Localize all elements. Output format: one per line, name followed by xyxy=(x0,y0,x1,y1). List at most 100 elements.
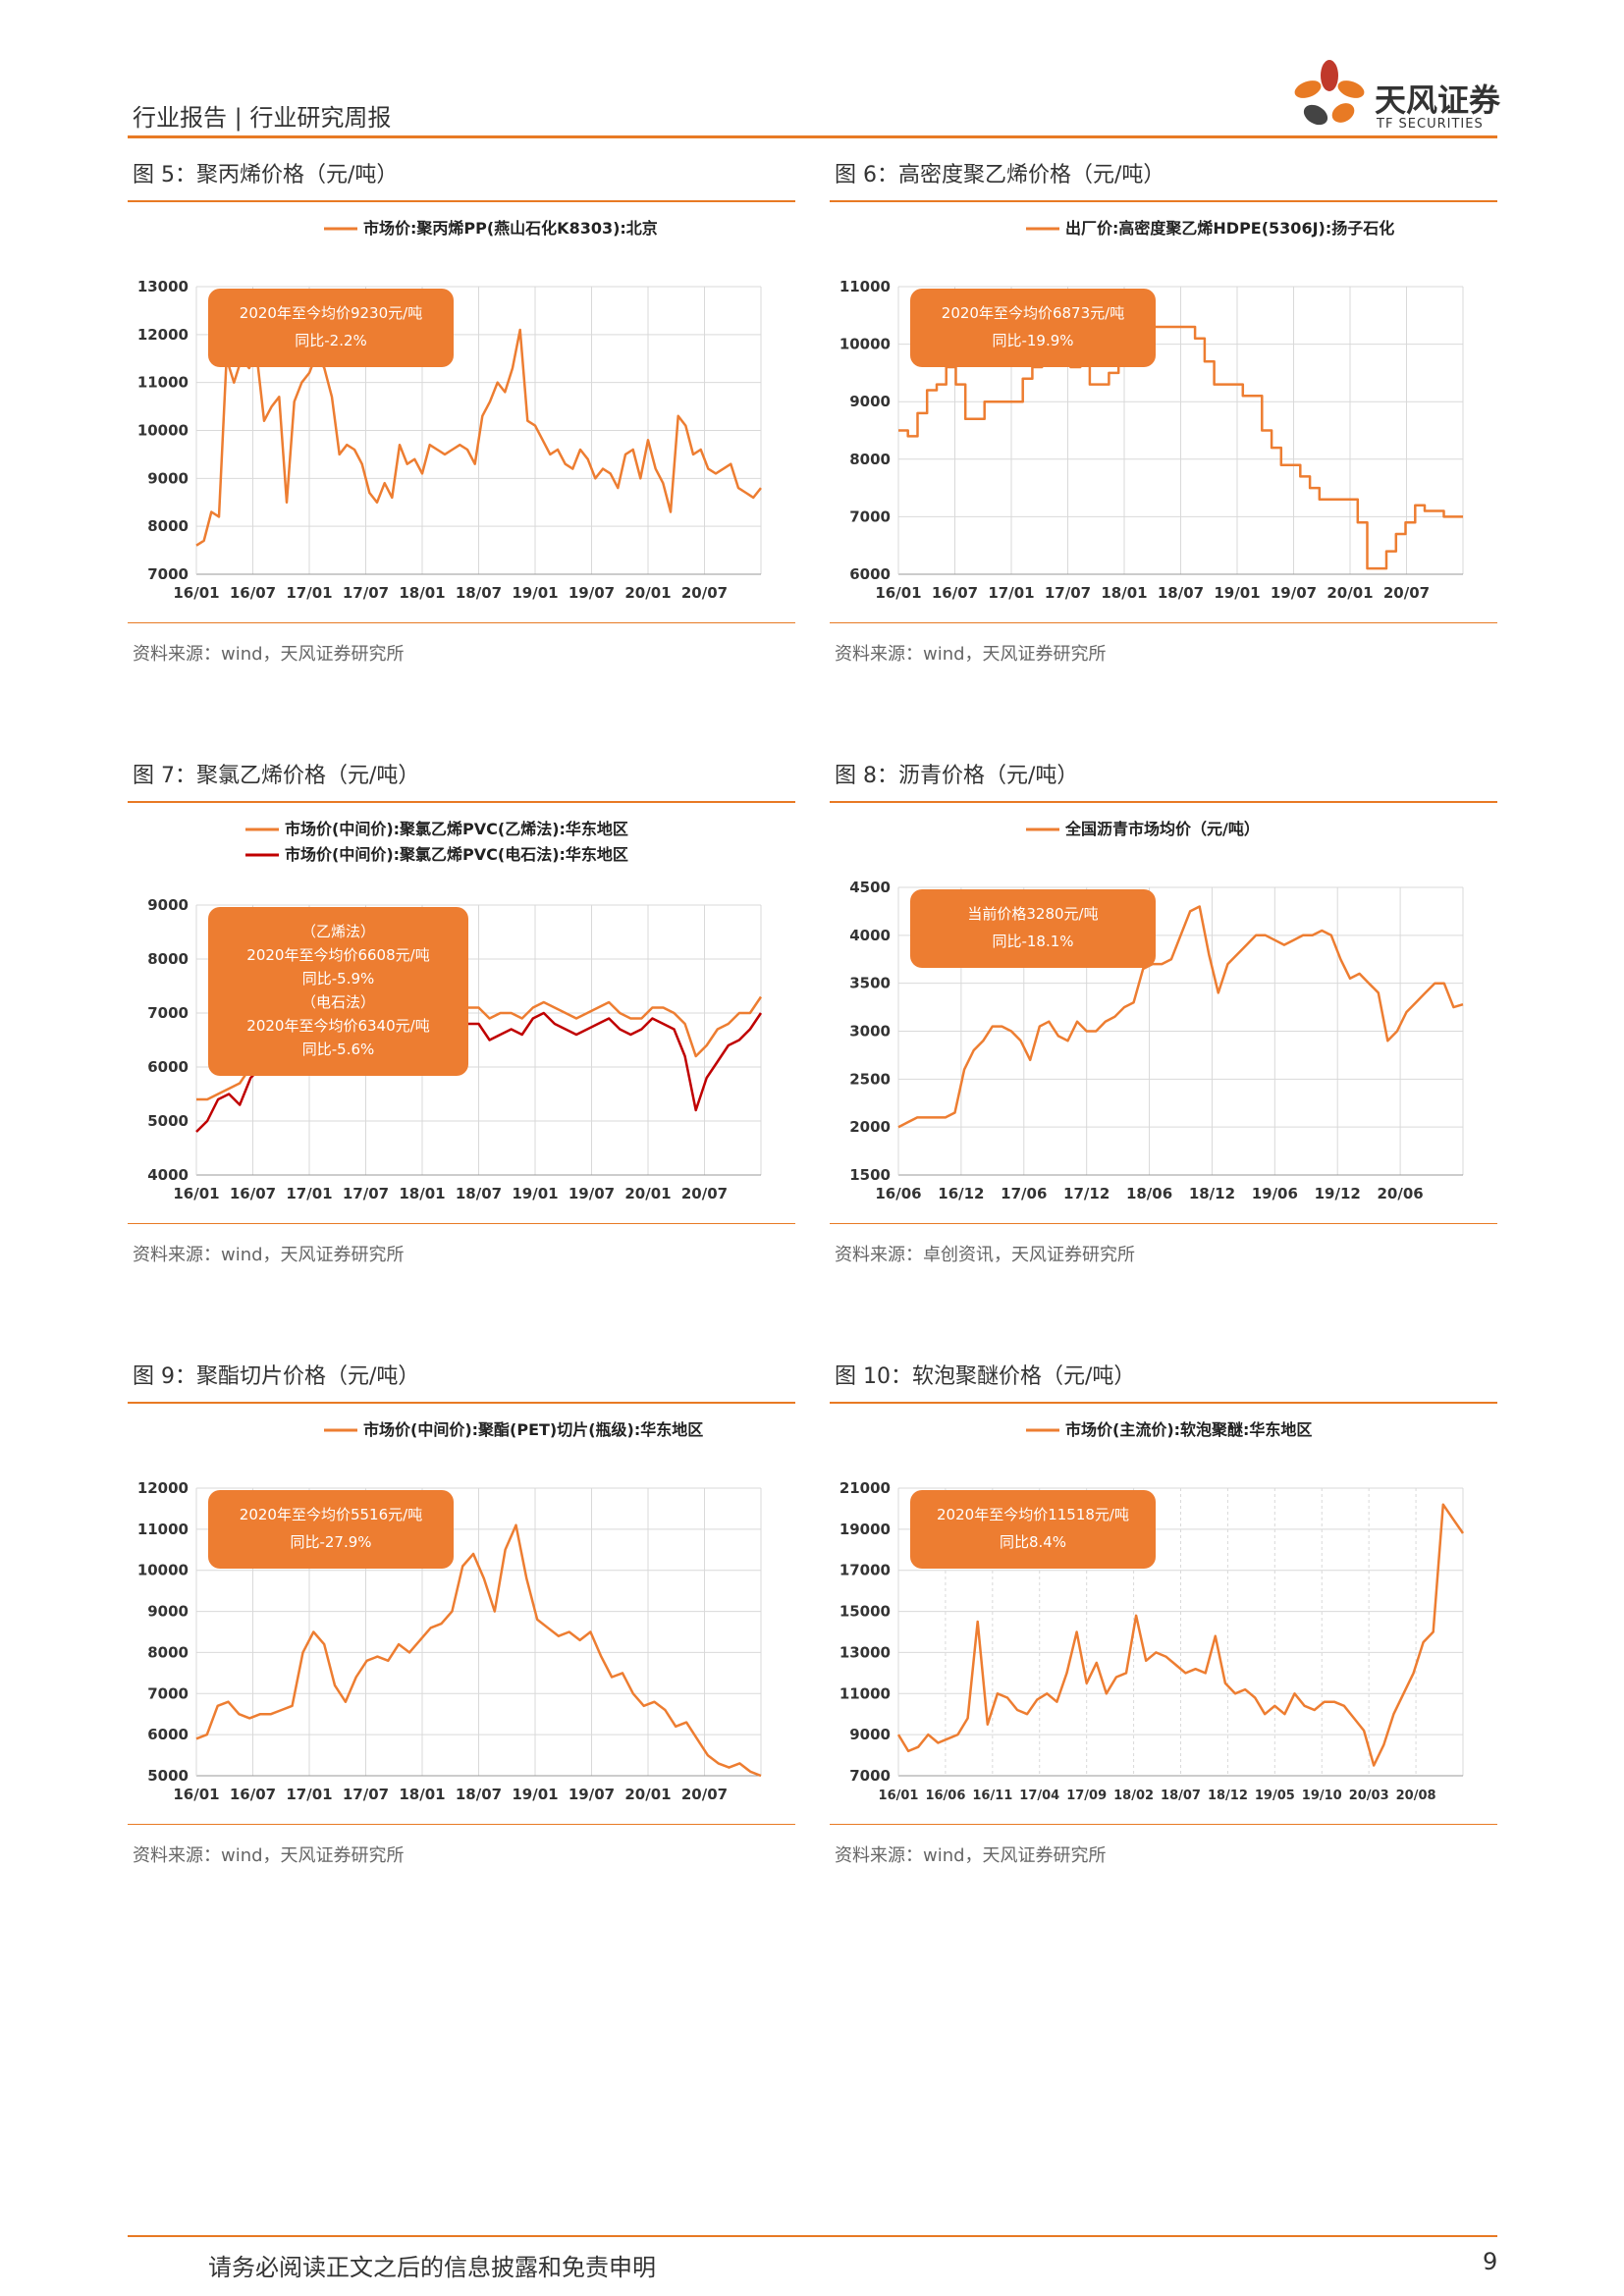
x-tick-label: 19/06 xyxy=(1252,1185,1298,1202)
figure-rule xyxy=(830,622,1497,623)
x-tick-label: 20/03 xyxy=(1349,1789,1389,1803)
x-tick-label: 20/07 xyxy=(681,584,728,602)
annotation-text: 同比-2.2% xyxy=(295,332,367,349)
figure-5-panel: 图 5：聚丙烯价格（元/吨） 7000 8000 9000 10000 11000 120… xyxy=(128,157,795,667)
y-tick-label: 9000 xyxy=(147,1603,189,1621)
y-tick-label: 11000 xyxy=(839,278,891,295)
annotation-text: 同比-5.6% xyxy=(302,1041,375,1058)
x-tick-label: 19/01 xyxy=(512,1185,558,1202)
y-tick-label: 3500 xyxy=(849,975,891,992)
x-tick-label: 18/01 xyxy=(399,584,445,602)
chart-figure-10: 7000 9000 11000 13000 15000 17000 19000 21000 16… xyxy=(839,1420,1465,1803)
annotation-text: 2020年至今均价5516元/吨 xyxy=(240,1506,422,1523)
x-tick-label: 16/07 xyxy=(230,1185,276,1202)
x-tick-label: 17/07 xyxy=(343,1786,389,1803)
x-tick-label: 20/01 xyxy=(624,1185,671,1202)
figure-6-panel: 图 6：高密度聚乙烯价格（元/吨） 6000 7000 8000 9000 10000 1… xyxy=(830,157,1497,667)
y-tick-label: 19000 xyxy=(839,1521,891,1538)
x-tick-label: 20/01 xyxy=(624,584,671,602)
x-tick-label: 16/01 xyxy=(879,1789,919,1803)
legend-label: 市场价:聚丙烯PP(燕山石化K8303):北京 xyxy=(363,219,658,238)
series-line xyxy=(195,328,762,547)
x-tick-label: 18/02 xyxy=(1113,1789,1154,1803)
annotation-text: 2020年至今均价11518元/吨 xyxy=(937,1506,1129,1523)
logo-mark-icon xyxy=(1294,60,1365,126)
page-number: 9 xyxy=(1483,2248,1498,2275)
report-header: 行业报告 | 行业研究周报 xyxy=(133,104,392,132)
y-tick-label: 1500 xyxy=(849,1166,891,1184)
x-tick-label: 17/01 xyxy=(286,1185,332,1202)
x-tick-label: 17/09 xyxy=(1066,1789,1107,1803)
y-tick-label: 7000 xyxy=(147,565,189,583)
annotation-box xyxy=(208,289,454,367)
x-tick-label: 18/06 xyxy=(1126,1185,1172,1202)
chart-figure-7: 4000 5000 6000 7000 8000 9000 16/01 16/07 17/01 1… xyxy=(147,820,763,1202)
annotation-text: 同比-18.1% xyxy=(992,933,1073,950)
annotation-box xyxy=(208,907,468,1076)
y-tick-label: 11000 xyxy=(839,1684,891,1702)
x-tick-label: 20/07 xyxy=(681,1786,728,1803)
x-tick-label: 16/12 xyxy=(938,1185,984,1202)
header-divider xyxy=(128,135,1497,138)
figure-title: 图 10：软泡聚醚价格（元/吨） xyxy=(835,1364,1136,1389)
x-tick-label: 17/07 xyxy=(1045,584,1091,602)
y-tick-label: 5000 xyxy=(147,1112,189,1130)
y-tick-label: 4000 xyxy=(849,927,891,944)
x-tick-label: 17/01 xyxy=(286,584,332,602)
figure-source: 资料来源：卓创资讯，天风证券研究所 xyxy=(835,1245,1135,1265)
y-tick-label: 7000 xyxy=(849,507,891,525)
annotation-text: 同比8.4% xyxy=(1000,1533,1066,1551)
figure-rule xyxy=(830,1223,1497,1224)
y-tick-label: 8000 xyxy=(849,451,891,468)
y-tick-label: 15000 xyxy=(839,1603,891,1621)
annotation-text: 2020年至今均价6340元/吨 xyxy=(246,1017,429,1035)
chart-figure-8: 1500 2000 2500 3000 3500 4000 4500 16/06 16/12 17… xyxy=(849,820,1464,1202)
figure-rule xyxy=(830,1402,1497,1404)
y-tick-label: 13000 xyxy=(137,278,189,295)
x-tick-label: 17/01 xyxy=(988,584,1034,602)
y-tick-label: 10000 xyxy=(839,336,891,353)
y-tick-label: 7000 xyxy=(147,1004,189,1022)
y-tick-label: 13000 xyxy=(839,1643,891,1661)
figure-rule xyxy=(128,1402,795,1404)
legend-label: 出厂价:高密度聚乙烯HDPE(5306J):扬子石化 xyxy=(1065,219,1394,238)
y-tick-label: 8000 xyxy=(147,1643,189,1661)
logo-subtitle: TF SECURITIES xyxy=(1377,117,1484,132)
figure-7-panel: 图 7：聚氯乙烯价格（元/吨） 4000 5000 6000 7000 8000 9000… xyxy=(128,758,795,1268)
x-tick-label: 16/01 xyxy=(173,584,219,602)
y-tick-label: 2000 xyxy=(849,1118,891,1136)
figure-title: 图 8：沥青价格（元/吨） xyxy=(835,764,1079,788)
x-tick-label: 16/11 xyxy=(972,1789,1012,1803)
annotation-text: 2020年至今均价6608元/吨 xyxy=(246,946,429,964)
figure-source: 资料来源：wind，天风证券研究所 xyxy=(835,1845,1107,1866)
series-line xyxy=(195,1523,762,1778)
x-tick-label: 20/07 xyxy=(681,1185,728,1202)
figure-rule xyxy=(128,622,795,623)
x-tick-label: 20/01 xyxy=(624,1786,671,1803)
chart-figure-9: 5000 6000 7000 8000 9000 10000 11000 12000 16/01… xyxy=(137,1420,762,1803)
x-tick-label: 19/01 xyxy=(1214,584,1260,602)
y-tick-label: 8000 xyxy=(147,950,189,968)
y-tick-label: 12000 xyxy=(137,326,189,344)
annotation-text: 当前价格3280元/吨 xyxy=(967,905,1098,923)
legend-label: 市场价(中间价):聚氯乙烯PVC(电石法):华东地区 xyxy=(285,845,628,864)
y-tick-label: 6000 xyxy=(849,565,891,583)
annotation-text: 同比-27.9% xyxy=(290,1533,371,1551)
chart-figure-6: 6000 7000 8000 9000 10000 11000 16/01 16/07 17/0… xyxy=(839,219,1464,602)
figure-title: 图 6：高密度聚乙烯价格（元/吨） xyxy=(835,163,1165,187)
x-tick-label: 16/01 xyxy=(875,584,921,602)
figure-rule xyxy=(128,1223,795,1224)
footer-divider xyxy=(128,2235,1497,2237)
y-tick-label: 10000 xyxy=(137,422,189,440)
figure-10-panel: 图 10：软泡聚醚价格（元/吨） 7000 9000 11000 13000 15000… xyxy=(830,1359,1497,1869)
y-tick-label: 9000 xyxy=(147,469,189,487)
disclaimer-note: 请务必阅读正文之后的信息披露和免责申明 xyxy=(208,2254,656,2281)
x-tick-label: 18/01 xyxy=(399,1185,445,1202)
figure-title: 图 7：聚氯乙烯价格（元/吨） xyxy=(133,764,420,788)
x-tick-label: 17/01 xyxy=(286,1786,332,1803)
series-line xyxy=(896,1503,1465,1767)
x-tick-label: 18/07 xyxy=(456,1185,502,1202)
x-tick-label: 18/12 xyxy=(1208,1789,1248,1803)
x-tick-label: 20/07 xyxy=(1383,584,1430,602)
figure-8-panel: 图 8：沥青价格（元/吨） 1500 2000 2500 3000 3500 4000 45… xyxy=(830,758,1497,1268)
